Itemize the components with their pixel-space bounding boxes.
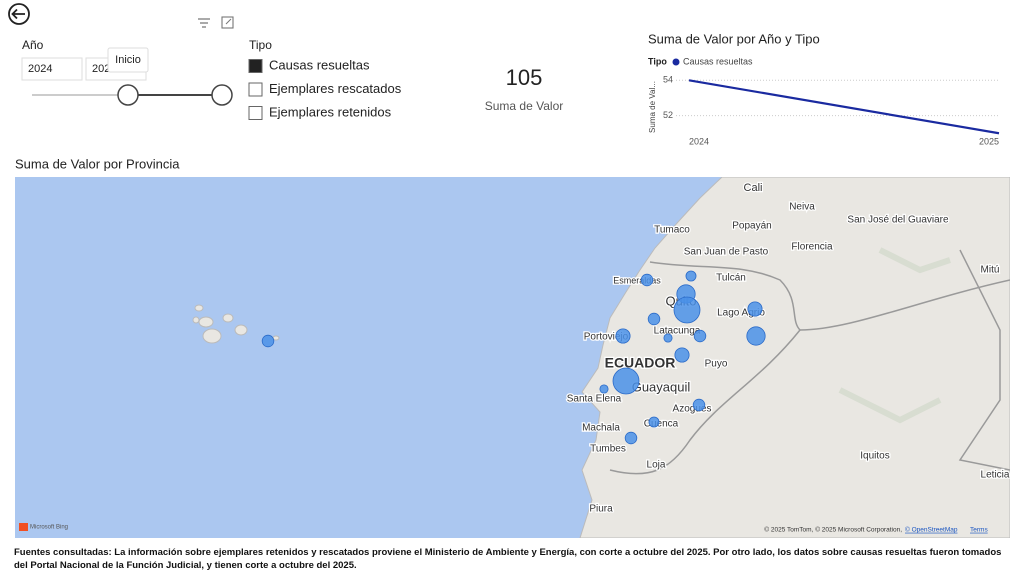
- x-tick-label: 2025: [979, 136, 999, 146]
- place-label: Iquitos: [860, 451, 889, 462]
- focus-icon[interactable]: [221, 16, 234, 29]
- slicer-title: Año: [22, 38, 44, 52]
- series-line: [688, 79, 1000, 135]
- checkbox[interactable]: [248, 59, 263, 73]
- place-label: Leticia: [981, 470, 1010, 481]
- x-tick-label: 2024: [689, 136, 709, 146]
- start-input[interactable]: [21, 57, 83, 81]
- province-bubble[interactable]: [612, 367, 640, 395]
- place-label: Mitú: [981, 265, 1000, 276]
- slider-handle[interactable]: [117, 84, 139, 106]
- place-label: ECUADOR: [605, 355, 676, 371]
- galapagos: [192, 304, 280, 344]
- province-bubble[interactable]: [746, 326, 766, 346]
- map-title: Suma de Valor por Provincia: [15, 156, 180, 171]
- province-bubble[interactable]: [624, 431, 638, 445]
- start-value: 2024: [28, 63, 52, 75]
- terrain: [838, 247, 951, 424]
- province-bubble[interactable]: [663, 333, 673, 343]
- card-label: Suma de Valor: [485, 99, 564, 113]
- option-label: Causas resueltas: [269, 57, 370, 72]
- place-label: Popayán: [732, 221, 771, 232]
- province-bubble[interactable]: [692, 398, 706, 412]
- place-label: Cali: [744, 182, 763, 194]
- chart-title: Suma de Valor por Año y Tipo: [648, 31, 820, 46]
- osm-link[interactable]: © OpenStreetMap: [905, 526, 958, 534]
- slicer-title: Tipo: [249, 38, 272, 52]
- filter-icon[interactable]: [198, 18, 210, 28]
- province-bubble[interactable]: [747, 301, 763, 317]
- map-attribution: © 2025 TomTom, © 2025 Microsoft Corporat…: [764, 526, 902, 534]
- border: [609, 261, 802, 475]
- place-label: Neiva: [789, 202, 815, 213]
- option-label: Ejemplares rescatados: [269, 81, 402, 96]
- land: [579, 177, 1010, 538]
- province-bubble[interactable]: [261, 334, 275, 348]
- y-tick-label: 52: [663, 110, 673, 120]
- footer-note: Fuentes consultadas: La información sobr…: [14, 547, 1002, 571]
- y-tick-label: 54: [663, 75, 673, 85]
- place-label: Florencia: [791, 242, 833, 253]
- legend-marker: [672, 58, 680, 66]
- bing-logo: [19, 523, 28, 531]
- province-bubble[interactable]: [615, 328, 631, 344]
- province-bubble[interactable]: [674, 347, 690, 363]
- place-label: Piura: [589, 504, 613, 515]
- place-label: Tulcán: [716, 273, 746, 284]
- place-label: Esmeraldas: [613, 275, 661, 285]
- map: Cali Neiva San José del Guaviare Popayán Tum…: [15, 177, 1010, 538]
- place-label: Guayaquil: [632, 379, 691, 394]
- place-label: Loja: [647, 460, 666, 471]
- y-axis-label: Suma de Val...: [648, 81, 657, 133]
- place-label: San Juan de Pasto: [684, 247, 769, 258]
- canvas: Año 2024 202 Inicio Tipo Causas resuelta…: [8, 3, 1010, 538]
- province-bubble[interactable]: [693, 329, 707, 343]
- card-value: 105: [506, 65, 543, 90]
- legend-title: Tipo: [648, 56, 667, 66]
- checkbox[interactable]: [248, 82, 263, 97]
- place-label: Tumaco: [654, 225, 690, 236]
- place-label: Puyo: [705, 359, 728, 370]
- border: [799, 249, 1010, 471]
- province-bubble[interactable]: [673, 296, 701, 324]
- checkbox[interactable]: [248, 106, 263, 120]
- province-bubble[interactable]: [648, 416, 660, 428]
- place-label: Latacunga: [654, 326, 701, 337]
- province-bubble[interactable]: [685, 270, 697, 282]
- type-options: Causas resueltas Ejemplares rescatados Eje…: [248, 57, 402, 120]
- tooltip: Inicio: [115, 54, 141, 66]
- place-label: Santa Elena: [567, 394, 622, 405]
- option-label: Ejemplares retenidos: [269, 104, 392, 119]
- slider-handle[interactable]: [211, 84, 233, 106]
- back-button[interactable]: [8, 3, 30, 25]
- place-label: Machala: [582, 423, 620, 434]
- province-bubble[interactable]: [599, 384, 609, 394]
- place-label: San José del Guaviare: [847, 215, 949, 226]
- province-bubble[interactable]: [640, 273, 654, 287]
- province-bubble[interactable]: [647, 312, 661, 326]
- tooltip-box: [107, 47, 149, 73]
- place-label: Tumbes: [590, 444, 626, 455]
- legend-label: Causas resueltas: [683, 56, 753, 66]
- end-value: 202: [92, 63, 110, 75]
- map-provider: Microsoft Bing: [30, 525, 68, 531]
- terms-link[interactable]: Terms: [970, 527, 988, 534]
- place-label: Azogues: [673, 404, 712, 415]
- line-chart: 52 54 2024 2025 Causas resueltas: [663, 56, 1000, 146]
